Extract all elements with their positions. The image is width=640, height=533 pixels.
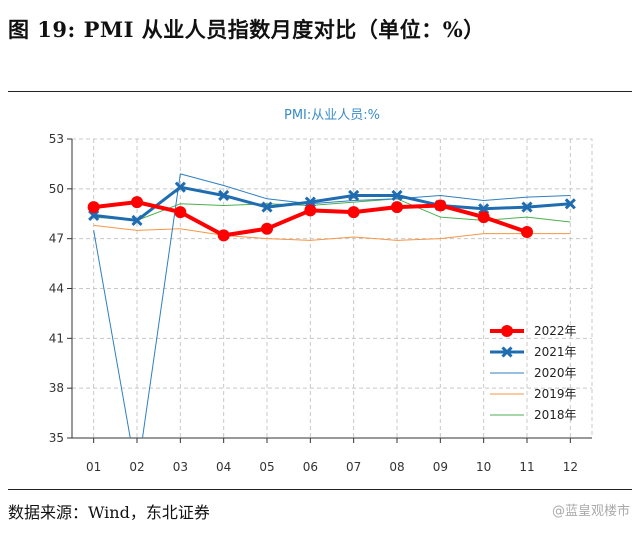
y-tick-label: 35: [49, 431, 64, 445]
bottom-rule: [8, 489, 632, 490]
x-tick-label: 04: [216, 460, 231, 474]
series-point: [261, 222, 273, 235]
legend-marker: [501, 346, 513, 358]
legend-item: 2019年: [490, 387, 577, 401]
series-point: [87, 201, 100, 214]
series-point: [347, 206, 360, 219]
x-tick-label: 01: [86, 460, 101, 474]
y-tick-label: 50: [49, 182, 64, 196]
series-point: [131, 196, 143, 209]
series-point: [564, 198, 576, 210]
watermark: @蓝皇观楼市: [551, 504, 630, 519]
y-tick-label: 41: [49, 331, 64, 345]
line-chart: PMI:从业人员:% 35 38 41 44 47 50 53 01 02 03 04 05 06 07 0…: [49, 108, 593, 474]
legend-item: 2018年: [490, 408, 577, 422]
figure-title: 图 19: PMI 从业人员指数月度对比（单位：%）: [8, 17, 485, 42]
series-3: [93, 173, 571, 438]
series-point: [217, 229, 230, 242]
series-1: [87, 196, 533, 242]
source-note: 数据来源：Wind，东北证券: [8, 503, 210, 522]
series-point: [88, 209, 100, 221]
legend-item: 2022年: [490, 324, 577, 338]
legend-marker: [501, 325, 513, 337]
series-point: [434, 199, 447, 212]
y-tick-label: 47: [49, 232, 64, 246]
series-point: [304, 204, 317, 217]
x-tick-label: 07: [346, 460, 361, 474]
legend-label: 2019年: [534, 387, 577, 401]
series-point: [261, 201, 273, 213]
legend-item: 2020年: [490, 366, 577, 380]
legend-label: 2020年: [534, 366, 577, 380]
chart-title: PMI:从业人员:%: [284, 108, 380, 123]
x-tick-label: 12: [563, 460, 578, 474]
series-point: [304, 196, 316, 208]
series-point: [521, 201, 533, 213]
legend-label: 2021年: [534, 345, 577, 359]
x-tick-label: 08: [389, 460, 404, 474]
top-rule: [8, 91, 632, 92]
y-tick-label: 38: [49, 381, 64, 395]
series-point: [478, 203, 490, 215]
series-point: [174, 206, 187, 219]
legend-item: 2021年: [490, 345, 577, 359]
legend-label: 2018年: [534, 408, 577, 422]
series: [87, 173, 576, 438]
series-point: [218, 189, 230, 202]
series-point: [391, 201, 403, 214]
series-point: [174, 181, 186, 193]
series-point: [348, 189, 360, 202]
x-tick-label: 03: [173, 460, 188, 474]
x-tick-label: 11: [519, 460, 534, 474]
grid: [71, 138, 593, 439]
x-tick-label: 10: [476, 460, 491, 474]
axes: 35 38 41 44 47 50 53 01 02 03 04 05 06 07 08 09 10 11 12: [49, 132, 592, 474]
x-tick-label: 09: [433, 460, 448, 474]
series-point: [131, 214, 143, 226]
legend: 2022年 2021年 2020年 2019年 2018年: [490, 324, 577, 422]
x-tick-label: 06: [303, 460, 318, 474]
legend-label: 2022年: [534, 324, 577, 338]
series-point: [391, 189, 403, 202]
series-line: [93, 185, 571, 222]
series-point: [477, 211, 490, 224]
series-2: [88, 181, 576, 226]
y-tick-label: 53: [49, 132, 64, 146]
y-tick-label: 44: [49, 282, 64, 296]
series-line: [93, 224, 571, 241]
series-line: [93, 173, 571, 438]
series-4: [93, 224, 571, 241]
series-point: [521, 226, 533, 239]
x-tick-label: 05: [259, 460, 274, 474]
x-tick-label: 02: [129, 460, 144, 474]
